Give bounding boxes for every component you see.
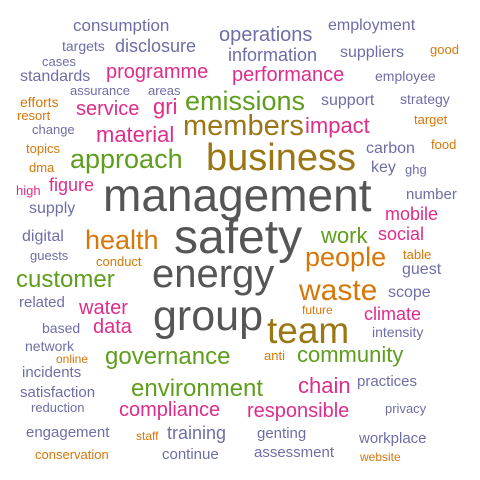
- word-standards: standards: [20, 68, 91, 85]
- word-governance: governance: [105, 343, 231, 370]
- word-energy: energy: [152, 252, 275, 296]
- word-impact: impact: [305, 113, 370, 138]
- word-customer: customer: [16, 266, 115, 293]
- word-programme: programme: [106, 61, 209, 83]
- word-ghg: ghg: [405, 162, 427, 177]
- word-people: people: [305, 242, 387, 272]
- word-strategy: strategy: [400, 91, 450, 107]
- word-support: support: [321, 92, 375, 109]
- word-areas: areas: [148, 83, 181, 98]
- word-mobile: mobile: [385, 204, 439, 224]
- word-social: social: [378, 224, 425, 244]
- word-incidents: incidents: [22, 364, 82, 381]
- word-change: change: [32, 122, 75, 137]
- word-cases: cases: [42, 54, 76, 69]
- word-continue: continue: [162, 446, 219, 463]
- word-reduction: reduction: [31, 400, 85, 415]
- word-related: related: [19, 294, 65, 311]
- word-food: food: [431, 137, 457, 152]
- word-key: key: [371, 159, 396, 176]
- word-assessment: assessment: [254, 444, 335, 461]
- word-network: network: [25, 338, 75, 354]
- word-management: management: [103, 169, 372, 221]
- word-table: table: [403, 247, 432, 262]
- word-good: good: [430, 42, 459, 57]
- word-disclosure: disclosure: [115, 36, 197, 56]
- word-resort: resort: [17, 108, 51, 123]
- word-information: information: [228, 45, 318, 65]
- word-gri: gri: [153, 94, 178, 119]
- word-digital: digital: [22, 228, 64, 245]
- word-based: based: [42, 320, 81, 336]
- word-figure: figure: [49, 175, 95, 195]
- word-number: number: [406, 186, 457, 203]
- word-water: water: [79, 297, 128, 319]
- word-assurance: assurance: [70, 83, 130, 98]
- word-consumption: consumption: [73, 16, 170, 35]
- word-suppliers: suppliers: [340, 44, 405, 61]
- word-online: online: [56, 352, 89, 366]
- word-business: business: [206, 137, 356, 179]
- word-target: target: [414, 112, 448, 127]
- word-efforts: efforts: [20, 94, 59, 110]
- word-work: work: [321, 223, 368, 248]
- word-satisfaction: satisfaction: [20, 384, 96, 401]
- word-supply: supply: [29, 200, 76, 217]
- word-members: members: [183, 110, 304, 142]
- word-service: service: [76, 98, 140, 120]
- word-material: material: [96, 122, 175, 147]
- word-scope: scope: [388, 284, 431, 301]
- word-practices: practices: [357, 373, 418, 390]
- word-training: training: [167, 423, 227, 443]
- word-team: team: [267, 310, 350, 351]
- word-intensity: intensity: [372, 324, 424, 340]
- word-employment: employment: [328, 17, 416, 34]
- word-environment: environment: [131, 375, 264, 402]
- word-safety: safety: [174, 211, 303, 264]
- word-targets: targets: [62, 38, 105, 54]
- word-anti: anti: [264, 348, 285, 363]
- word-group: group: [153, 292, 263, 340]
- word-staff: staff: [136, 429, 159, 443]
- word-climate: climate: [364, 304, 422, 324]
- word-carbon: carbon: [366, 140, 415, 157]
- word-responsible: responsible: [247, 400, 350, 422]
- word-guest: guest: [402, 261, 442, 278]
- word-workplace: workplace: [359, 430, 427, 447]
- word-dma: dma: [29, 160, 55, 175]
- word-chain: chain: [298, 373, 351, 398]
- word-website: website: [360, 450, 401, 464]
- word-guests: guests: [30, 248, 69, 263]
- word-operations: operations: [219, 24, 313, 46]
- word-genting: genting: [257, 425, 307, 442]
- word-data: data: [93, 316, 132, 338]
- word-waste: waste: [299, 274, 378, 307]
- word-conservation: conservation: [35, 447, 109, 462]
- word-performance: performance: [232, 64, 345, 86]
- word-community: community: [297, 342, 404, 367]
- word-engagement: engagement: [26, 424, 110, 441]
- word-topics: topics: [26, 141, 60, 156]
- word-emissions: emissions: [185, 86, 306, 116]
- word-health: health: [85, 225, 159, 255]
- word-approach: approach: [70, 144, 183, 174]
- word-privacy: privacy: [385, 401, 427, 416]
- word-conduct: conduct: [96, 254, 142, 269]
- word-employee: employee: [375, 68, 436, 84]
- word-future: future: [302, 303, 333, 317]
- word-high: high: [16, 183, 41, 198]
- word-compliance: compliance: [119, 399, 221, 421]
